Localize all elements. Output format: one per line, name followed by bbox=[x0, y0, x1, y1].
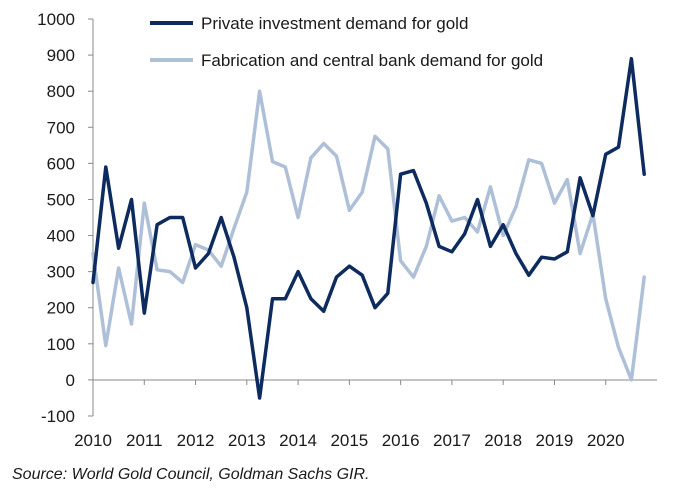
x-tick-label: 2018 bbox=[484, 431, 522, 450]
y-tick-label: 200 bbox=[47, 299, 75, 318]
x-tick-label: 2016 bbox=[382, 431, 420, 450]
legend-label-fabrication: Fabrication and central bank demand for … bbox=[201, 51, 543, 70]
x-tick-label: 2014 bbox=[279, 431, 317, 450]
x-tick-label: 2012 bbox=[177, 431, 215, 450]
y-tick-label: 300 bbox=[47, 263, 75, 282]
y-tick-label: 400 bbox=[47, 227, 75, 246]
x-tick-label: 2017 bbox=[433, 431, 471, 450]
x-tick-label: 2019 bbox=[536, 431, 574, 450]
y-tick-label: 500 bbox=[47, 190, 75, 209]
series-line-fabrication-central-bank bbox=[91, 89, 646, 382]
x-tick-label: 2011 bbox=[126, 431, 163, 450]
y-tick-label: 700 bbox=[47, 118, 75, 137]
y-tick-label: -100 bbox=[41, 407, 75, 426]
x-tick-label: 2013 bbox=[228, 431, 266, 450]
y-tick-label: 100 bbox=[47, 335, 75, 354]
series-line-private-investment bbox=[91, 56, 646, 400]
x-tick-label: 2010 bbox=[74, 431, 112, 450]
y-tick-label: 1000 bbox=[37, 10, 75, 29]
y-tick-label: 800 bbox=[47, 82, 75, 101]
y-tick-label: 600 bbox=[47, 154, 75, 173]
series-layer bbox=[91, 56, 646, 400]
y-tick-label: 900 bbox=[47, 46, 75, 65]
x-tick-label: 2020 bbox=[587, 431, 625, 450]
source-note: Source: World Gold Council, Goldman Sach… bbox=[12, 466, 370, 483]
legend: Private investment demand for gold Fabri… bbox=[150, 14, 543, 70]
y-tick-label: 0 bbox=[66, 371, 75, 390]
legend-label-private: Private investment demand for gold bbox=[201, 14, 468, 33]
x-tick-label: 2015 bbox=[330, 431, 368, 450]
x-axis: 2010 2011 2012 2013 2014 2015 2016 2017 2018 2019… bbox=[74, 379, 657, 450]
